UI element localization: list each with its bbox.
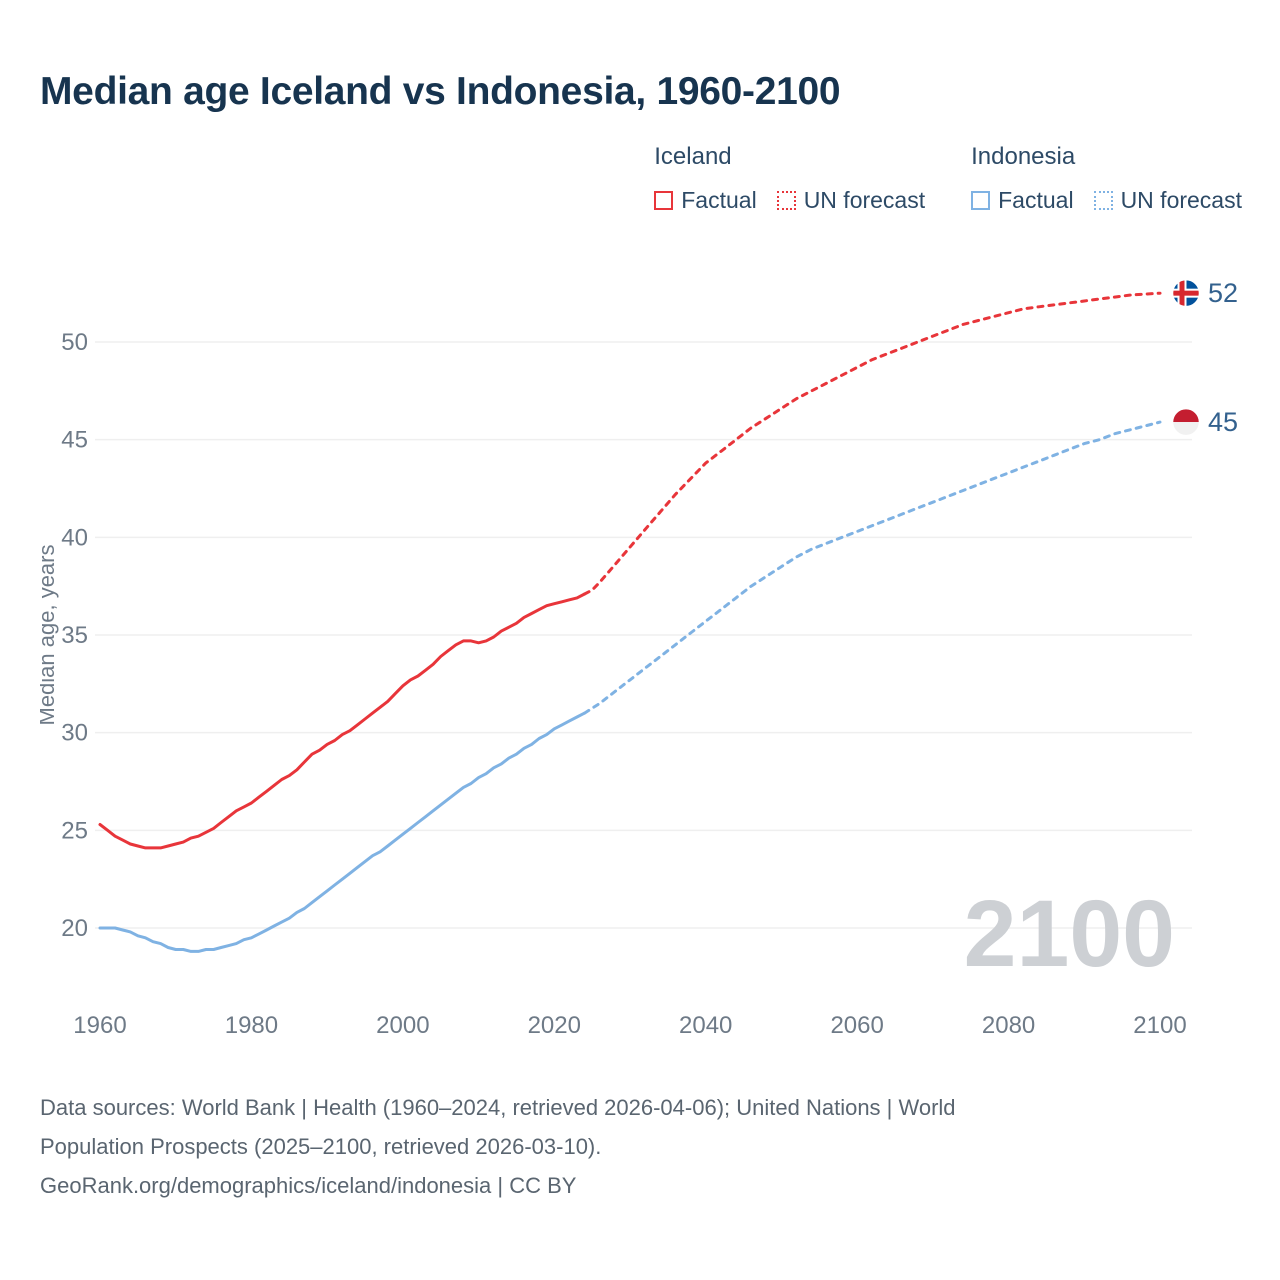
watermark-year: 2100 [964,881,1175,987]
y-tick-label: 30 [61,720,88,747]
y-tick-label: 40 [61,524,88,551]
legend-heading-indonesia: Indonesia [971,143,1076,170]
footer-line-2: Population Prospects (2025–2100, retriev… [40,1134,602,1159]
chart-area: 2100 20 25 30 35 40 45 50 1960 1980 2000 2020 2040 20… [34,240,1261,1070]
y-tick-label: 25 [61,817,88,844]
x-tick-label: 2020 [528,1012,581,1039]
x-tick-label: 1960 [73,1012,126,1039]
x-tick-label: 2060 [830,1012,883,1039]
legend-group-indonesia: Indonesia Factual UN forecast [971,143,1242,214]
iceland-forecast-swatch [776,191,796,210]
legend-heading-iceland: Iceland [654,143,732,170]
indonesia-un-forecast-line [583,420,1162,715]
iceland-factual-swatch [654,191,674,210]
iceland-factual-label: Factual [681,187,757,213]
indonesia-forecast-swatch [1093,191,1113,210]
x-tick-label: 2040 [679,1012,732,1039]
footer-line-3: GeoRank.org/demographics/iceland/indones… [40,1173,577,1198]
y-tick-label: 35 [61,622,88,649]
y-axis-label: Median age, years [40,545,59,726]
x-tick-label: 1980 [225,1012,278,1039]
iceland-factual-line [98,592,587,850]
indonesia-factual-label: Factual [998,187,1074,213]
end-value-label: 45.9 [1208,407,1240,437]
y-tick-label: 50 [61,329,88,356]
data-sources-note: Data sources: World Bank | Health (1960–… [40,1088,956,1205]
legend-group-iceland: Iceland Factual UN forecast [654,143,925,214]
x-tick-label: 2100 [1133,1012,1186,1039]
footer-line-1: Data sources: World Bank | Health (1960–… [40,1095,956,1120]
chart-svg: 2100 20 25 30 35 40 45 50 1960 1980 2000 2020 2040 20… [34,277,1261,1039]
iceland-un-forecast-line [583,291,1162,596]
flag-ring [1170,277,1202,309]
page-title: Median age Iceland vs Indonesia, 1960-21… [40,70,841,113]
flag-ring [1170,406,1202,438]
indonesia-forecast-label: UN forecast [1120,187,1242,213]
indonesia-factual-swatch [971,191,991,210]
x-tick-label: 2080 [982,1012,1035,1039]
end-value-label: 52.5 [1208,278,1240,308]
y-tick-label: 20 [61,915,88,942]
indonesia-factual-line [98,711,587,953]
iceland-forecast-label: UN forecast [803,187,926,213]
y-tick-label: 45 [61,427,88,454]
x-tick-label: 2000 [376,1012,429,1039]
chart-legend: Iceland Factual UN forecast Indonesia Fa… [654,143,1242,214]
indonesia-flag [1172,408,1200,437]
